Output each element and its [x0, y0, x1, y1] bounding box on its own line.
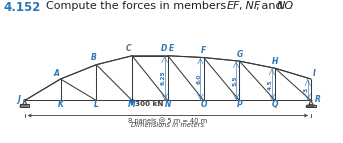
Text: ,: ,	[238, 1, 242, 11]
Text: A: A	[53, 69, 59, 78]
Text: 6.0: 6.0	[197, 74, 201, 84]
Circle shape	[311, 105, 312, 106]
Text: EF: EF	[226, 1, 240, 11]
Text: E: E	[169, 44, 174, 53]
Circle shape	[308, 105, 310, 106]
Text: O: O	[200, 100, 207, 109]
Circle shape	[312, 105, 314, 106]
Text: C: C	[126, 44, 131, 53]
Text: Dimensions in meters: Dimensions in meters	[131, 122, 204, 128]
Text: M: M	[128, 100, 136, 109]
Text: 4.152: 4.152	[3, 1, 41, 14]
Text: 3: 3	[304, 88, 309, 92]
Circle shape	[314, 105, 315, 106]
Text: and: and	[258, 1, 286, 11]
Text: Q: Q	[272, 100, 279, 109]
Circle shape	[307, 105, 308, 106]
Text: 4.5: 4.5	[268, 79, 273, 90]
Text: NO: NO	[277, 1, 294, 11]
Text: D: D	[161, 44, 167, 53]
Circle shape	[310, 100, 312, 101]
Text: 300 kN: 300 kN	[135, 101, 163, 107]
Text: N: N	[165, 100, 171, 109]
Text: I: I	[313, 69, 316, 78]
Text: J: J	[17, 95, 21, 104]
Text: G: G	[236, 50, 243, 59]
Bar	[20, 104, 29, 107]
Bar	[306, 106, 316, 107]
Text: NF: NF	[242, 1, 260, 11]
Text: H: H	[272, 57, 279, 66]
Text: R: R	[315, 95, 321, 104]
Text: .: .	[289, 1, 293, 11]
Circle shape	[310, 105, 311, 106]
Text: Compute the forces in members: Compute the forces in members	[39, 1, 230, 11]
Text: 8 panels @ 5 m = 40 m: 8 panels @ 5 m = 40 m	[128, 117, 208, 124]
Circle shape	[24, 100, 26, 101]
Text: F: F	[201, 46, 206, 55]
Text: L: L	[94, 100, 99, 109]
Text: ,: ,	[256, 1, 259, 11]
Text: 6.25: 6.25	[161, 71, 166, 85]
Text: 5.5: 5.5	[232, 76, 237, 86]
Text: K: K	[58, 100, 63, 109]
Text: P: P	[237, 100, 242, 109]
Text: B: B	[91, 53, 97, 62]
